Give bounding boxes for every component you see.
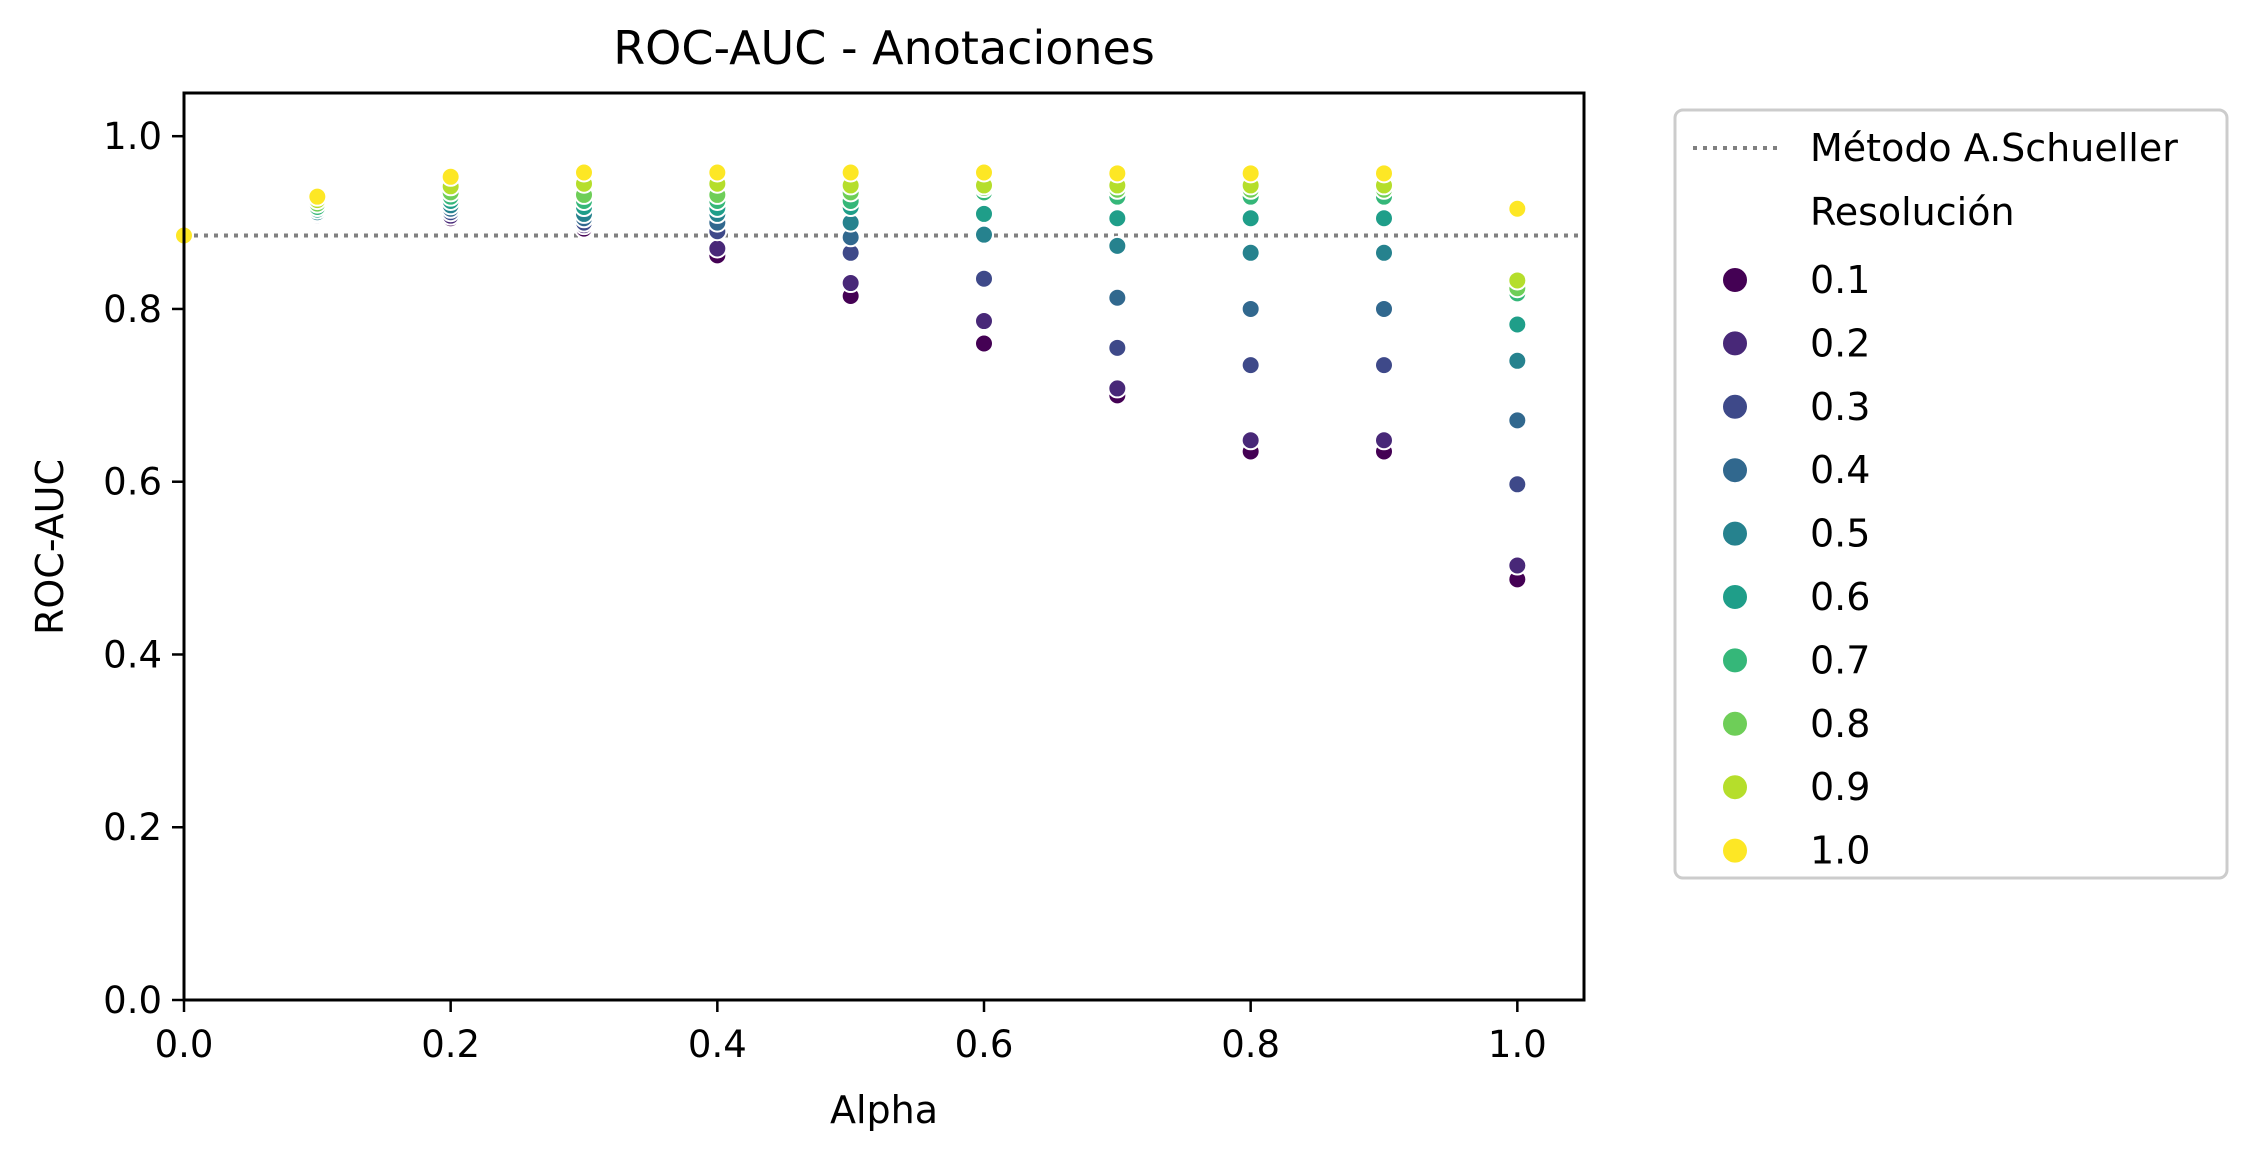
legend-marker [1721,329,1749,358]
legend-reference-line-label: Método A.Schueller [1810,126,2178,170]
legend-label: 0.6 [1810,575,1870,619]
data-point [707,162,728,183]
legend-label: 0.1 [1810,258,1870,302]
x-tick-label: 0.6 [955,1023,1014,1066]
legend-label: 0.7 [1810,638,1870,682]
legend: Método A.Schueller Resolución 0.1 0.2 0.3 0… [1673,108,2229,880]
y-tick-label: 1.0 [103,115,162,158]
data-point [1107,337,1128,358]
legend-marker [1721,646,1749,675]
data-point [1107,235,1128,256]
legend-title: Resolución [1810,190,2015,234]
data-point [1374,208,1394,229]
data-point [974,311,994,332]
x-tick-label: 0.2 [421,1023,480,1066]
legend-marker [1721,836,1749,865]
y-tick-label: 0.4 [103,633,162,676]
data-point [1507,474,1528,495]
legend-marker [1721,456,1749,485]
x-axis-label: Alpha [830,1088,938,1132]
y-tick-label: 0.2 [103,806,162,849]
legend-marker [1721,519,1749,548]
data-point [1240,242,1261,263]
data-point [974,203,994,224]
data-point [1374,430,1394,451]
data-point [974,268,994,289]
data-point [974,162,994,183]
legend-marker [1721,266,1749,294]
data-point [1507,314,1528,335]
x-tick-label: 0.0 [155,1023,214,1066]
data-point [974,224,994,245]
data-point [840,162,861,183]
y-tick-label: 0.8 [103,288,162,331]
data-point [1374,355,1394,376]
data-point [1507,555,1528,576]
data-point [974,333,994,354]
data-point [574,162,594,183]
data-point [1107,208,1128,229]
data-point [1107,378,1128,399]
x-tick-label: 0.4 [688,1023,747,1066]
y-tick-label: 0.6 [103,461,162,504]
legend-marker [1721,392,1749,421]
data-point [1240,208,1261,229]
data-point [1240,355,1261,376]
data-point [1374,242,1394,263]
legend-label: 0.5 [1810,512,1870,556]
y-axis-label: ROC-AUC [28,459,72,635]
legend-marker [1721,709,1749,738]
legend-marker [1721,583,1749,611]
y-tick-label: 0.0 [103,979,162,1022]
legend-label: 0.9 [1810,765,1870,809]
data-point [1507,410,1528,431]
data-point [440,166,461,187]
x-tick-label: 0.8 [1221,1023,1280,1066]
data-point [1240,430,1261,451]
legend-label: 0.2 [1810,321,1870,365]
legend-label: 0.8 [1810,702,1870,746]
data-point [707,238,728,259]
data-point [1240,298,1261,319]
x-tick-label: 1.0 [1488,1023,1547,1066]
data-point [1374,298,1394,319]
legend-marker [1721,773,1749,802]
data-point [1507,270,1528,291]
data-point [1507,198,1528,219]
data-point [1107,163,1128,184]
chart-title: ROC-AUC - Anotaciones [613,21,1155,75]
plot-frame [182,91,1586,1002]
data-point [840,273,861,294]
data-point [1374,163,1394,184]
data-point [1507,350,1528,371]
data-point [1240,163,1261,184]
legend-frame [1673,108,2229,880]
legend-label: 0.3 [1810,385,1870,429]
legend-label: 0.4 [1810,448,1870,492]
data-point [1107,287,1128,308]
legend-label: 1.0 [1810,829,1870,873]
data-point [307,186,328,207]
